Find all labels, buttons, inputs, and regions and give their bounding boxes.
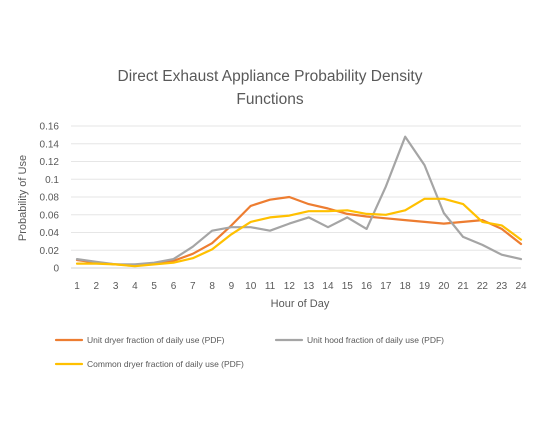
y-tick-label: 0	[53, 264, 59, 275]
x-tick-label: 13	[303, 281, 315, 292]
x-tick-label: 3	[113, 281, 119, 292]
y-tick-label: 0.06	[40, 210, 60, 221]
x-tick-label: 1	[74, 281, 80, 292]
x-tick-label: 20	[438, 281, 450, 292]
x-tick-label: 21	[458, 281, 470, 292]
series-line-common-dryer	[75, 197, 523, 268]
x-tick-label: 18	[400, 281, 412, 292]
legend-label-unit-dryer: Unit dryer fraction of daily use (PDF)	[87, 335, 225, 345]
x-tick-label: 22	[477, 281, 489, 292]
x-tick-label: 14	[322, 281, 334, 292]
x-tick-label: 8	[209, 281, 215, 292]
x-tick-label: 12	[284, 281, 296, 292]
chart-title-line-1: Direct Exhaust Appliance Probability Den…	[118, 68, 423, 85]
x-tick-label: 15	[342, 281, 354, 292]
x-tick-label: 23	[496, 281, 508, 292]
x-axis-ticks: 1 2 3 4 5 6 7 8 9 10 11 12 13 14 15 16 17 18 19 20 21 22 23 24	[74, 281, 527, 292]
x-tick-label: 10	[245, 281, 257, 292]
series-line-unit-hood	[75, 135, 523, 266]
legend-label-unit-hood: Unit hood fraction of daily use (PDF)	[307, 335, 444, 345]
series-lines	[75, 135, 523, 268]
x-tick-label: 4	[132, 281, 138, 292]
y-tick-label: 0.04	[40, 228, 60, 239]
y-tick-label: 0.16	[40, 122, 60, 133]
x-tick-label: 19	[419, 281, 431, 292]
x-tick-label: 6	[171, 281, 177, 292]
x-tick-label: 16	[361, 281, 373, 292]
y-tick-label: 0.12	[40, 157, 60, 168]
y-axis-ticks: 0 0.02 0.04 0.06 0.08 0.1 0.12 0.14 0.16	[40, 122, 60, 275]
x-tick-label: 24	[515, 281, 527, 292]
x-tick-label: 9	[229, 281, 235, 292]
x-tick-label: 11	[265, 281, 276, 292]
x-tick-label: 7	[190, 281, 196, 292]
gridlines	[71, 125, 521, 269]
y-tick-label: 0.14	[40, 139, 60, 150]
y-tick-label: 0.1	[45, 175, 59, 186]
y-tick-label: 0.08	[40, 193, 60, 204]
x-tick-label: 5	[151, 281, 157, 292]
chart-title-line-2: Functions	[236, 91, 303, 108]
x-tick-label: 2	[94, 281, 100, 292]
x-tick-label: 17	[380, 281, 392, 292]
y-tick-label: 0.02	[40, 246, 60, 257]
y-axis-label: Probability of Use	[17, 155, 29, 241]
legend: Unit dryer fraction of daily use (PDF) Un…	[54, 335, 444, 369]
legend-label-common-dryer: Common dryer fraction of daily use (PDF)	[87, 359, 244, 369]
series-line-unit-dryer	[75, 195, 523, 267]
x-axis-label: Hour of Day	[271, 298, 330, 310]
